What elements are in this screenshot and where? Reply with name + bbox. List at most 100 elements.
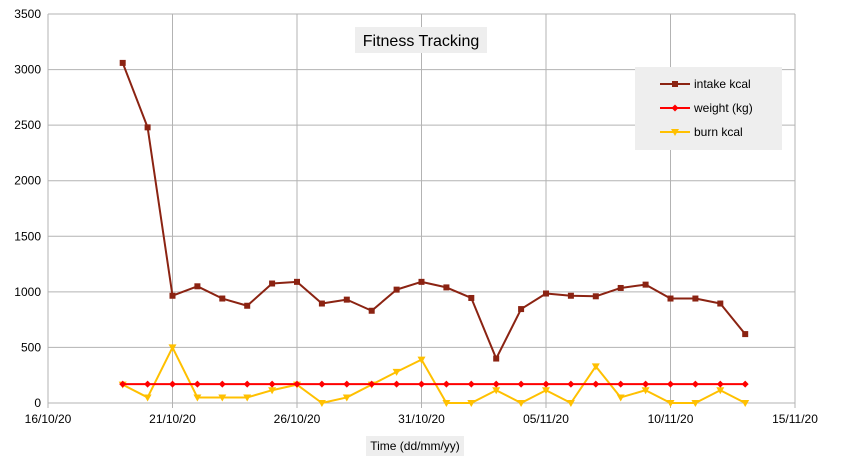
data-point	[368, 380, 376, 388]
legend-item: intake kcal	[660, 77, 751, 91]
data-point	[692, 295, 699, 302]
data-point	[243, 394, 252, 402]
data-point	[368, 307, 375, 314]
data-point	[492, 387, 501, 395]
y-tick-label: 1000	[14, 285, 41, 299]
legend: intake kcal weight (kg) burn kcal	[635, 67, 782, 150]
data-point	[342, 394, 351, 402]
data-point	[442, 400, 451, 407]
data-point	[691, 400, 700, 407]
y-tick-label: 0	[34, 396, 41, 410]
y-tick-label: 1500	[14, 229, 41, 243]
data-point	[168, 344, 177, 352]
data-point	[741, 380, 749, 388]
data-point	[244, 302, 251, 309]
data-point	[716, 387, 725, 395]
data-point	[592, 380, 600, 388]
data-point	[144, 380, 152, 388]
legend-label: intake kcal	[694, 77, 751, 91]
legend-label: burn kcal	[694, 125, 743, 139]
data-point	[617, 380, 625, 388]
data-point	[243, 380, 251, 388]
data-point	[717, 300, 724, 307]
data-point	[268, 380, 276, 388]
legend-label: weight (kg)	[693, 101, 753, 115]
legend-item: burn kcal	[660, 125, 743, 139]
data-point	[492, 380, 500, 388]
data-point	[119, 380, 127, 388]
y-tick-label: 2000	[14, 174, 41, 188]
data-point	[318, 300, 325, 307]
data-point	[691, 380, 699, 388]
series-burn-kcal	[118, 344, 750, 407]
data-point	[517, 380, 525, 388]
data-point	[393, 286, 400, 293]
data-point	[393, 380, 401, 388]
data-point	[318, 380, 326, 388]
x-axis-ticks: 16/10/20 21/10/20 26/10/20 31/10/20 05/11/20…	[25, 412, 819, 426]
data-point	[294, 278, 300, 285]
data-point	[467, 380, 475, 388]
chart-title-box: Fitness Tracking	[355, 27, 487, 53]
series-line	[121, 62, 746, 360]
x-tick-label: 31/10/20	[398, 412, 445, 426]
data-point	[293, 380, 301, 388]
data-point	[392, 368, 401, 376]
legend-swatch-marker	[672, 81, 678, 87]
data-point	[542, 380, 550, 388]
data-point	[468, 294, 475, 301]
y-tick-label: 500	[21, 340, 41, 354]
data-point	[567, 380, 575, 388]
data-point	[193, 394, 202, 402]
data-point	[742, 331, 749, 338]
data-point	[641, 387, 650, 395]
data-point	[269, 280, 276, 287]
data-point	[518, 306, 525, 313]
data-point	[219, 295, 226, 302]
data-point	[543, 290, 549, 297]
series-group	[118, 59, 750, 407]
data-point	[616, 394, 625, 402]
data-point	[642, 380, 650, 388]
x-tick-label: 10/11/20	[648, 412, 694, 426]
data-point	[617, 284, 624, 291]
data-point	[218, 394, 227, 402]
x-tick-label: 16/10/20	[25, 412, 72, 426]
data-point	[667, 380, 674, 388]
data-point	[143, 394, 152, 402]
legend-item: weight (kg)	[660, 101, 753, 115]
series-weight-kg	[119, 380, 749, 388]
data-point	[418, 380, 425, 388]
x-axis-title-box: Time (dd/mm/yy)	[366, 436, 464, 456]
data-point	[591, 363, 600, 371]
data-point	[741, 400, 750, 407]
data-point	[417, 356, 426, 364]
data-point	[517, 400, 526, 407]
series-intake-kcal	[119, 59, 749, 362]
data-point	[442, 380, 450, 388]
data-point	[418, 278, 425, 285]
data-point	[667, 295, 674, 302]
data-point	[443, 284, 450, 291]
data-point	[317, 400, 326, 407]
y-tick-label: 2500	[14, 118, 41, 132]
data-point	[343, 296, 350, 303]
data-point	[268, 387, 277, 395]
series-line	[122, 346, 746, 404]
x-tick-label: 21/10/20	[149, 412, 196, 426]
chart-title: Fitness Tracking	[363, 33, 479, 50]
legend-swatch-marker	[671, 104, 679, 112]
y-tick-label: 3500	[14, 7, 41, 21]
data-point	[169, 292, 176, 299]
x-tick-label: 05/11/20	[523, 412, 569, 426]
legend-swatch-marker	[671, 129, 679, 136]
x-tick-label: 15/11/20	[772, 412, 818, 426]
data-point	[542, 387, 550, 395]
data-point	[169, 380, 176, 388]
data-point	[716, 380, 724, 388]
data-point	[592, 293, 599, 300]
data-point	[193, 380, 201, 388]
data-point	[119, 59, 126, 66]
y-tick-label: 3000	[14, 63, 41, 77]
